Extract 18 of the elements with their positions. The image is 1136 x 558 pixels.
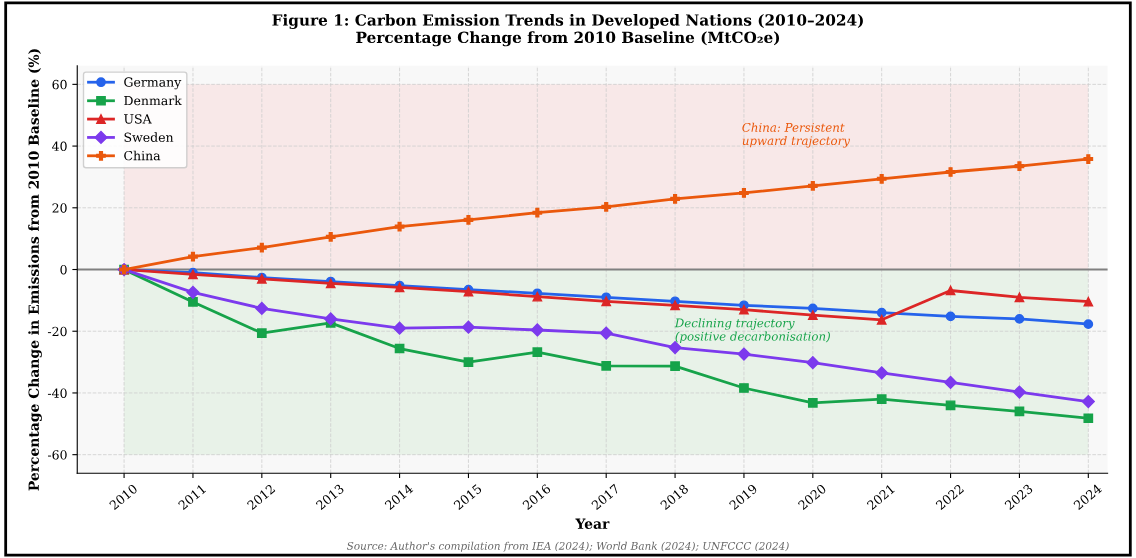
legend-label: Denmark [124, 95, 182, 106]
y-tick-label: 60 [52, 79, 67, 90]
chart-title: Figure 1: Carbon Emission Trends in Developed Nations (2010–2024) Percentage Change from 2010 Baseline (MtCO₂e) [272, 13, 863, 47]
legend-label: Sweden [124, 132, 174, 142]
y-axis-title: Percentage Change in Emissions from 2010 Baseline (%) [28, 49, 42, 491]
legend-label: China [124, 150, 161, 161]
annotation: Declining trajectory (positive decarbonisation) [674, 318, 830, 344]
source-note: Source: Author's compilation from IEA (2024); World Bank (2024); UNFCCC (2024) [346, 541, 789, 552]
y-tick-label: 0 [60, 264, 67, 275]
y-tick-label: 20 [52, 203, 67, 213]
legend-label: Germany [124, 77, 182, 90]
y-tick-label: -20 [47, 326, 67, 337]
y-tick-label: -40 [47, 388, 67, 398]
y-tick-label: -60 [47, 450, 67, 460]
x-axis-title: Year [575, 518, 610, 529]
y-tick-label: 40 [52, 141, 67, 151]
annotation: China: Persistent upward trajectory [742, 122, 851, 148]
legend-label: USA [124, 114, 152, 124]
